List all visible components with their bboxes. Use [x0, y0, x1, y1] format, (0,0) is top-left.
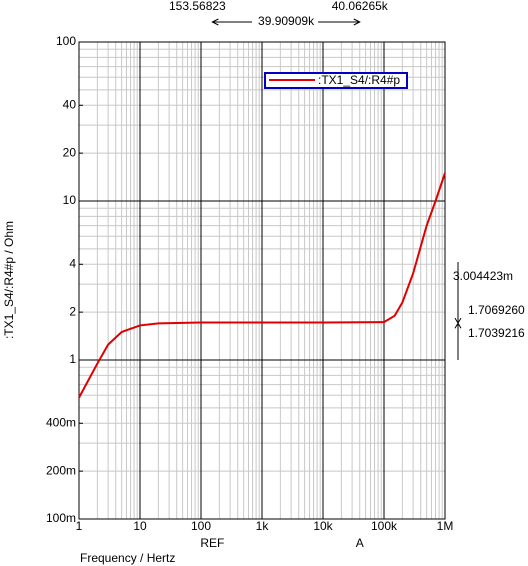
x-tick-label: 10 [133, 519, 147, 533]
x-tick-label: 100k [371, 519, 398, 533]
y-tick-label: 1 [69, 352, 76, 366]
x-tick-label: 10k [313, 519, 333, 533]
cursor-label: A [356, 536, 364, 550]
cursor-y-value: 1.7039216 [468, 326, 525, 340]
y-tick-label: 100 [56, 34, 76, 48]
x-tick-label: 100 [191, 519, 211, 533]
arrow-head [211, 18, 361, 26]
y-tick-label: 400m [46, 415, 76, 429]
y-tick-label: 200m [46, 463, 76, 477]
y-tick-label: 100m [46, 511, 76, 525]
legend-label: :TX1_S4/:R4#p [318, 73, 400, 87]
y-tick-label: 2 [69, 304, 76, 318]
arrow-head [454, 322, 462, 329]
y-tick-label: 10 [63, 193, 77, 207]
cursor-x-value: 153.56823 [169, 0, 226, 13]
cursor-label: REF [200, 536, 224, 550]
legend-box [264, 72, 408, 89]
cursor-x-value: 40.06265k [332, 0, 389, 13]
plot-frame [78, 41, 446, 520]
y-tick-label: 20 [63, 145, 77, 159]
delta-x-value: 39.90909k [258, 14, 315, 28]
x-tick-label: 1M [437, 519, 454, 533]
y-tick-label: 4 [69, 256, 76, 270]
label-bg [252, 15, 318, 29]
x-tick-label: 1 [76, 519, 83, 533]
delta-y-value: 3.004423m [453, 269, 513, 283]
data-line [78, 172, 446, 399]
y-axis-label: :TX1_S4/:R4#p / Ohm [2, 221, 16, 339]
cursor-y-value: 1.7069260 [468, 303, 525, 317]
x-axis-label: Frequency / Hertz [80, 551, 175, 565]
y-tick-label: 40 [63, 97, 77, 111]
x-tick-label: 1k [256, 519, 270, 533]
